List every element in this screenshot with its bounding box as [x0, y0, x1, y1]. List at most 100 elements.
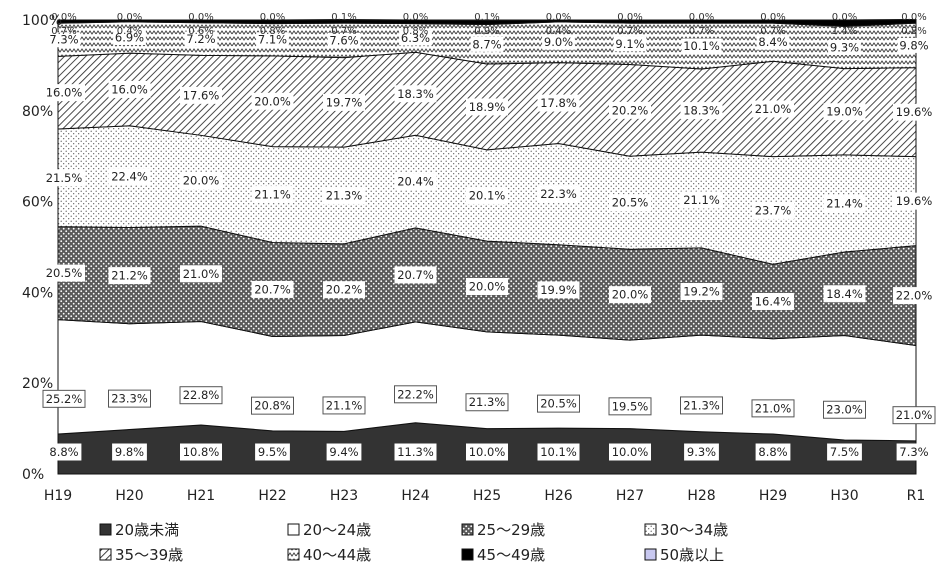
data-label: 19.6% [896, 105, 933, 119]
y-tick-label: 40% [22, 285, 53, 301]
data-label-box [256, 32, 289, 48]
data-label: 10.1% [683, 39, 720, 53]
data-label-box [394, 385, 437, 404]
data-label: 9.0% [544, 35, 573, 49]
data-label: 0.0% [117, 12, 142, 23]
data-label-box [251, 186, 294, 204]
data-label: 19.7% [326, 95, 363, 109]
data-label-box [47, 32, 81, 48]
data-label-box [323, 93, 365, 111]
data-label: 0.1% [331, 12, 356, 23]
data-label-box [893, 192, 935, 210]
data-label-box [42, 389, 86, 408]
x-tick-label: H21 [187, 488, 215, 504]
data-label: 22.2% [397, 387, 434, 401]
x-tick-label: H24 [401, 488, 429, 504]
data-label: 0.8% [260, 26, 285, 37]
data-label: 0.0% [617, 12, 642, 23]
data-label: 19.0% [826, 105, 863, 119]
data-label: 9.8% [899, 38, 928, 52]
data-label: 8.8% [758, 445, 787, 459]
data-label-box [680, 396, 723, 415]
legend-label: 30～34歳 [660, 521, 728, 539]
data-labels: 8.8% 9.8% 10.8% 9.5% 9.4% 11.3% 10.0% 10.1% 10.0… [42, 12, 936, 461]
data-label-box [251, 396, 294, 415]
data-label-box [823, 285, 866, 303]
data-label-box [466, 443, 508, 461]
legend-swatch [287, 548, 300, 561]
data-label: 0.0% [260, 12, 285, 23]
data-label-box [251, 92, 294, 110]
data-label: 22.4% [111, 170, 148, 184]
data-label-box [394, 173, 437, 191]
data-label: 8.8% [49, 445, 78, 459]
data-label-box [680, 191, 723, 209]
x-tick-label: H30 [830, 488, 858, 504]
data-label: 20.5% [540, 397, 577, 411]
data-label-box [251, 280, 294, 298]
legend-label: 40～44歳 [303, 546, 371, 564]
x-tick-label: H25 [473, 488, 501, 504]
data-label-box [752, 201, 794, 219]
x-tick-label: H19 [44, 488, 72, 504]
x-tick-label: H22 [258, 488, 286, 504]
data-label-box [43, 84, 85, 102]
data-label-box [896, 443, 932, 461]
x-tick-label: H20 [115, 488, 143, 504]
data-label: 0.6% [188, 26, 213, 37]
data-label: 23.7% [755, 203, 792, 217]
data-label: 21.3% [326, 188, 363, 202]
data-label: 8.7% [472, 37, 501, 51]
data-label-box [823, 194, 866, 212]
data-label: 23.0% [826, 403, 863, 417]
data-label: 20.0% [469, 279, 506, 293]
data-label: 7.1% [258, 33, 287, 47]
data-label-box [466, 186, 508, 204]
data-label: 0.0% [403, 12, 428, 23]
data-label-box [828, 39, 861, 55]
legend-swatch [644, 523, 657, 536]
data-label-box [537, 94, 580, 112]
legend: 20歳未満 20～24歳 25～29歳 30～34歳 35～39歳 40～44歳 45～49… [99, 521, 728, 564]
data-label-box [542, 34, 575, 50]
data-label-box [108, 80, 151, 98]
data-label: 21.0% [755, 401, 792, 415]
data-label-box [755, 443, 791, 461]
data-label-box [680, 102, 723, 120]
data-label-box [394, 85, 437, 103]
data-label-box [112, 443, 147, 461]
data-label-box [897, 37, 931, 53]
data-label-box [394, 443, 437, 461]
data-label: 9.3% [830, 40, 859, 54]
data-label: 0.0% [51, 12, 76, 23]
data-label: 23.3% [111, 392, 148, 406]
data-label-box [823, 103, 866, 121]
data-label: 9.3% [687, 445, 716, 459]
data-label: 7.3% [899, 445, 928, 459]
axes: 0% 20% 40% 60% 80% 100% H19 H20 H21 H22 H23 H24 H25 H… [22, 13, 925, 504]
data-label-box [537, 281, 580, 299]
data-label: 21.5% [46, 171, 83, 185]
data-label: 0.0% [832, 12, 857, 23]
data-label-box [609, 286, 651, 304]
data-label-box [184, 31, 218, 47]
data-label-box [180, 265, 222, 283]
data-label-box [180, 86, 222, 104]
data-label: 17.8% [540, 96, 577, 110]
data-label-box [609, 194, 651, 212]
data-label: 0.9% [474, 26, 499, 37]
data-label: 20.0% [254, 94, 291, 108]
data-label: 20.4% [397, 175, 434, 189]
legend-label: 25～29歳 [477, 521, 545, 539]
data-label: 21.2% [111, 269, 148, 283]
legend-label: 45～49歳 [477, 546, 545, 564]
data-label-box [466, 98, 508, 116]
data-label-box [613, 36, 647, 52]
data-label: 21.3% [469, 395, 506, 409]
data-label: 20.0% [612, 288, 649, 302]
data-label: 21.1% [326, 398, 363, 412]
data-label: 0.7% [51, 26, 76, 37]
legend-swatch [461, 548, 474, 561]
data-label: 16.0% [111, 82, 148, 96]
data-label: 7.3% [49, 33, 78, 47]
